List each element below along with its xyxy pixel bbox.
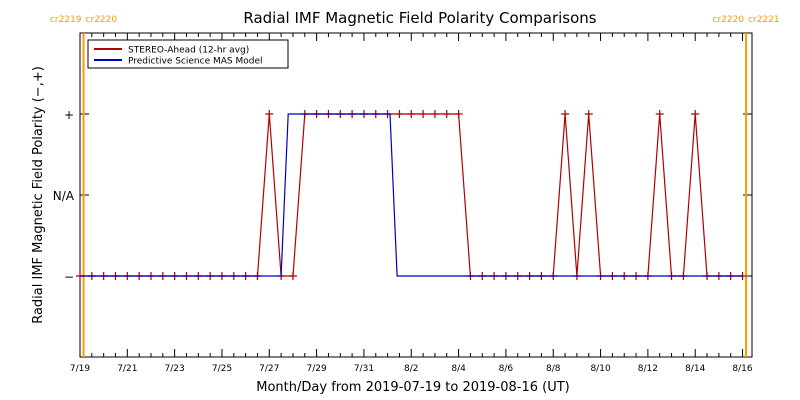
carrington-label-left: cr2220 — [713, 15, 745, 25]
x-tick-label: 7/31 — [354, 364, 374, 374]
carrington-markers-group: cr2219 cr2220 cr2220 cr2221 — [50, 15, 780, 357]
data-point — [395, 110, 404, 118]
y-tick-label: − — [64, 270, 74, 284]
chart-title: Radial IMF Magnetic Field Polarity Compa… — [243, 9, 596, 27]
x-tick-label: 7/21 — [117, 364, 137, 374]
data-point — [454, 110, 463, 118]
x-axis-label: Month/Day from 2019-07-19 to 2019-08-16 … — [256, 380, 569, 395]
data-point — [288, 272, 297, 280]
x-tick-label: 8/4 — [451, 364, 466, 374]
legend-label: Predictive Science MAS Model — [128, 57, 263, 67]
series-line — [80, 113, 743, 277]
series-group — [76, 110, 747, 280]
x-tick-label: 8/16 — [732, 364, 752, 374]
y-axis-label: Radial IMF Magnetic Field Polarity (−,+) — [31, 66, 46, 324]
carrington-label-left: cr2219 — [50, 15, 82, 25]
data-point — [419, 110, 428, 118]
x-tick-label: 8/10 — [590, 364, 610, 374]
x-tick-label: 7/23 — [165, 364, 185, 374]
x-tick-label: 8/12 — [638, 364, 658, 374]
plot-frame-group — [79, 32, 753, 358]
y-tick-label: + — [64, 108, 74, 122]
series-line — [80, 113, 743, 277]
y-tick-label: N/A — [53, 189, 75, 203]
plot-frame — [79, 32, 753, 358]
legend-label: STEREO-Ahead (12-hr avg) — [128, 46, 249, 56]
data-point — [407, 110, 416, 118]
data-point — [561, 110, 570, 118]
x-tick-label: 8/6 — [499, 364, 514, 374]
x-tick-label: 8/2 — [404, 364, 418, 374]
legend-box — [87, 39, 289, 69]
data-point — [691, 110, 700, 118]
data-point — [265, 110, 274, 118]
data-point — [442, 110, 451, 118]
data-point — [655, 110, 664, 118]
x-tick-label: 8/8 — [546, 364, 561, 374]
data-point — [584, 110, 593, 118]
x-tick-label: 7/27 — [259, 364, 279, 374]
x-tick-label: 8/14 — [685, 364, 705, 374]
data-point — [430, 110, 439, 118]
x-tick-label: 7/29 — [307, 364, 327, 374]
carrington-label-right: cr2220 — [86, 15, 118, 25]
legend: STEREO-Ahead (12-hr avg)Predictive Scien… — [87, 39, 289, 69]
x-tick-label: 7/19 — [70, 364, 90, 374]
x-tick-label: 7/25 — [212, 364, 232, 374]
carrington-label-right: cr2221 — [748, 15, 780, 25]
axis-ticks-group: 7/19 7/21 7/23 7/25 7/27 7/29 7/31 8/2 8/4 8/6 8/8… — [53, 33, 753, 374]
